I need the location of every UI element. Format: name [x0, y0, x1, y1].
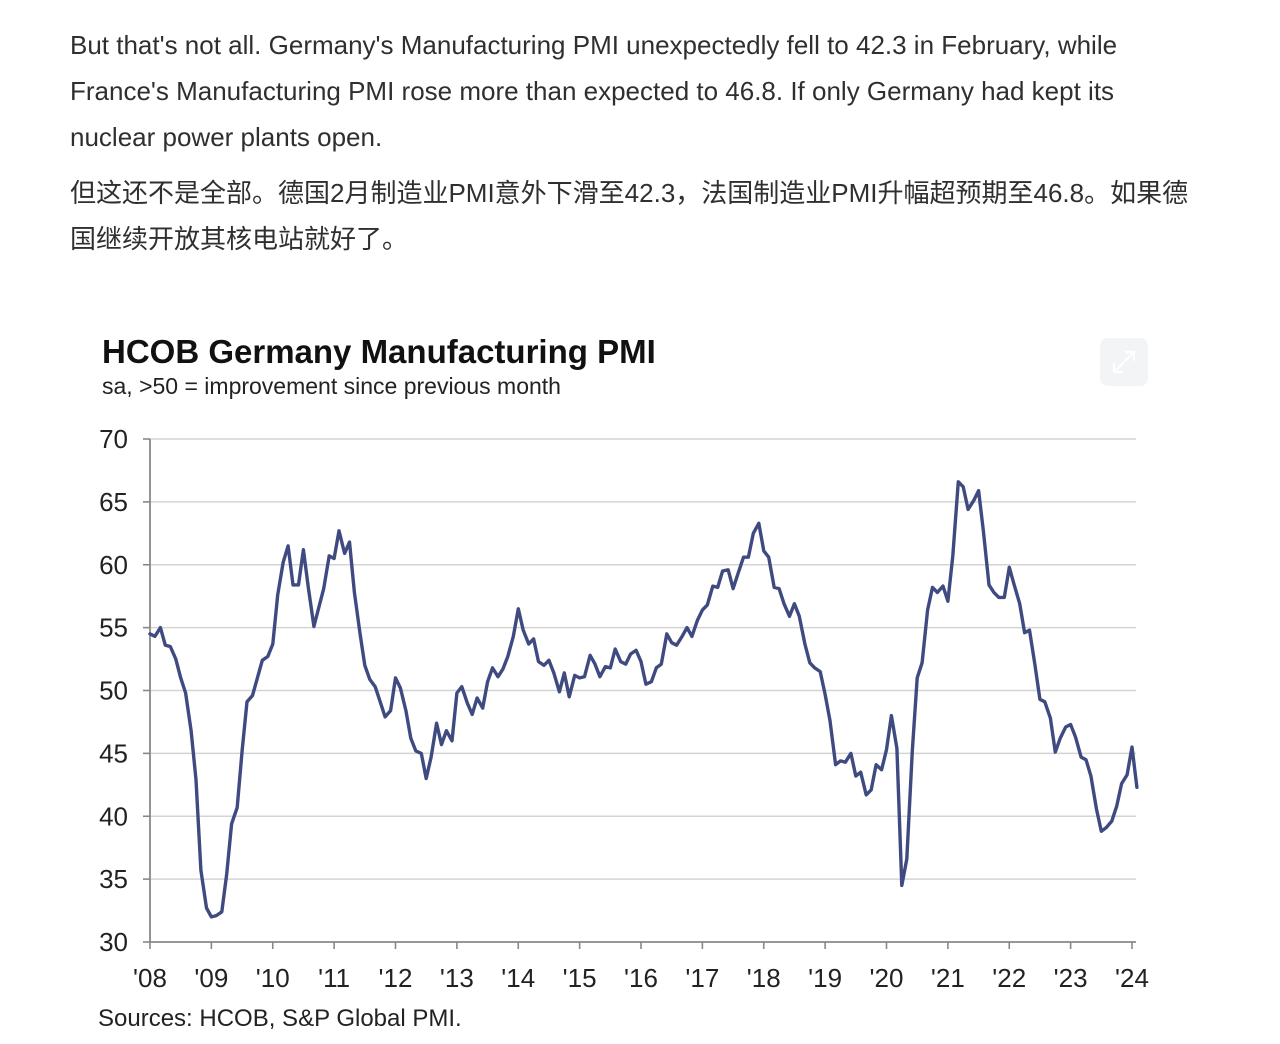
y-tick-label: 50: [99, 676, 128, 706]
chart-source: Sources: HCOB, S&P Global PMI.: [98, 1005, 462, 1032]
grid-lines: [150, 438, 1136, 880]
x-tick-label: '20: [870, 963, 904, 993]
article-text: But that's not all. Germany's Manufactur…: [70, 22, 1190, 262]
y-tick-label: 60: [99, 550, 128, 580]
axes: [143, 438, 1136, 949]
y-tick-label: 40: [99, 801, 128, 831]
y-tick-label: 55: [99, 613, 128, 643]
x-tick-label: '16: [624, 963, 658, 993]
chart-subtitle: sa, >50 = improvement since previous mon…: [102, 373, 561, 399]
y-tick-label: 45: [99, 738, 128, 768]
x-tick-label: '22: [992, 963, 1026, 993]
y-tick-label: 35: [99, 864, 128, 894]
y-tick-labels: 30 35 40 45 50 55 60 65 70: [99, 424, 128, 957]
series-layer: [148, 480, 1139, 919]
expand-arrows-icon: [1112, 350, 1136, 374]
x-tick-label: '18: [747, 963, 781, 993]
x-tick-label: '13: [440, 963, 474, 993]
expand-button[interactable]: [1100, 338, 1148, 386]
x-tick-label: '21: [931, 963, 965, 993]
paragraph-chinese: 但这还不是全部。德国2月制造业PMI意外下滑至42.3，法国制造业PMI升幅超预…: [70, 178, 1189, 254]
x-tick-label: '19: [808, 963, 842, 993]
x-tick-label: '10: [256, 963, 290, 993]
y-tick-label: 30: [99, 927, 128, 957]
y-tick-label: 70: [99, 424, 128, 454]
x-tick-label: '15: [563, 963, 597, 993]
chart-image: HCOB Germany Manufacturing PMI sa, >50 =…: [88, 318, 1168, 1039]
x-tick-label: '14: [501, 963, 535, 993]
x-tick-label: '23: [1054, 963, 1088, 993]
x-tick-labels: '08 '09 '10 '11 '12 '13 '14 '15 '16 '17 '18 '19 '20 '…: [133, 963, 1149, 993]
x-tick-label: '12: [379, 963, 413, 993]
pmi-series-line: [148, 480, 1139, 919]
x-tick-label: '08: [133, 963, 167, 993]
paragraph-english: But that's not all. Germany's Manufactur…: [70, 30, 1118, 152]
chart-title: HCOB Germany Manufacturing PMI: [102, 333, 656, 370]
x-tick-label: '17: [685, 963, 719, 993]
x-tick-label: '24: [1115, 963, 1149, 993]
pmi-line-chart: HCOB Germany Manufacturing PMI sa, >50 =…: [98, 333, 1149, 1032]
x-tick-label: '09: [194, 963, 228, 993]
x-tick-label: '11: [318, 963, 350, 993]
y-tick-label: 65: [99, 487, 128, 517]
